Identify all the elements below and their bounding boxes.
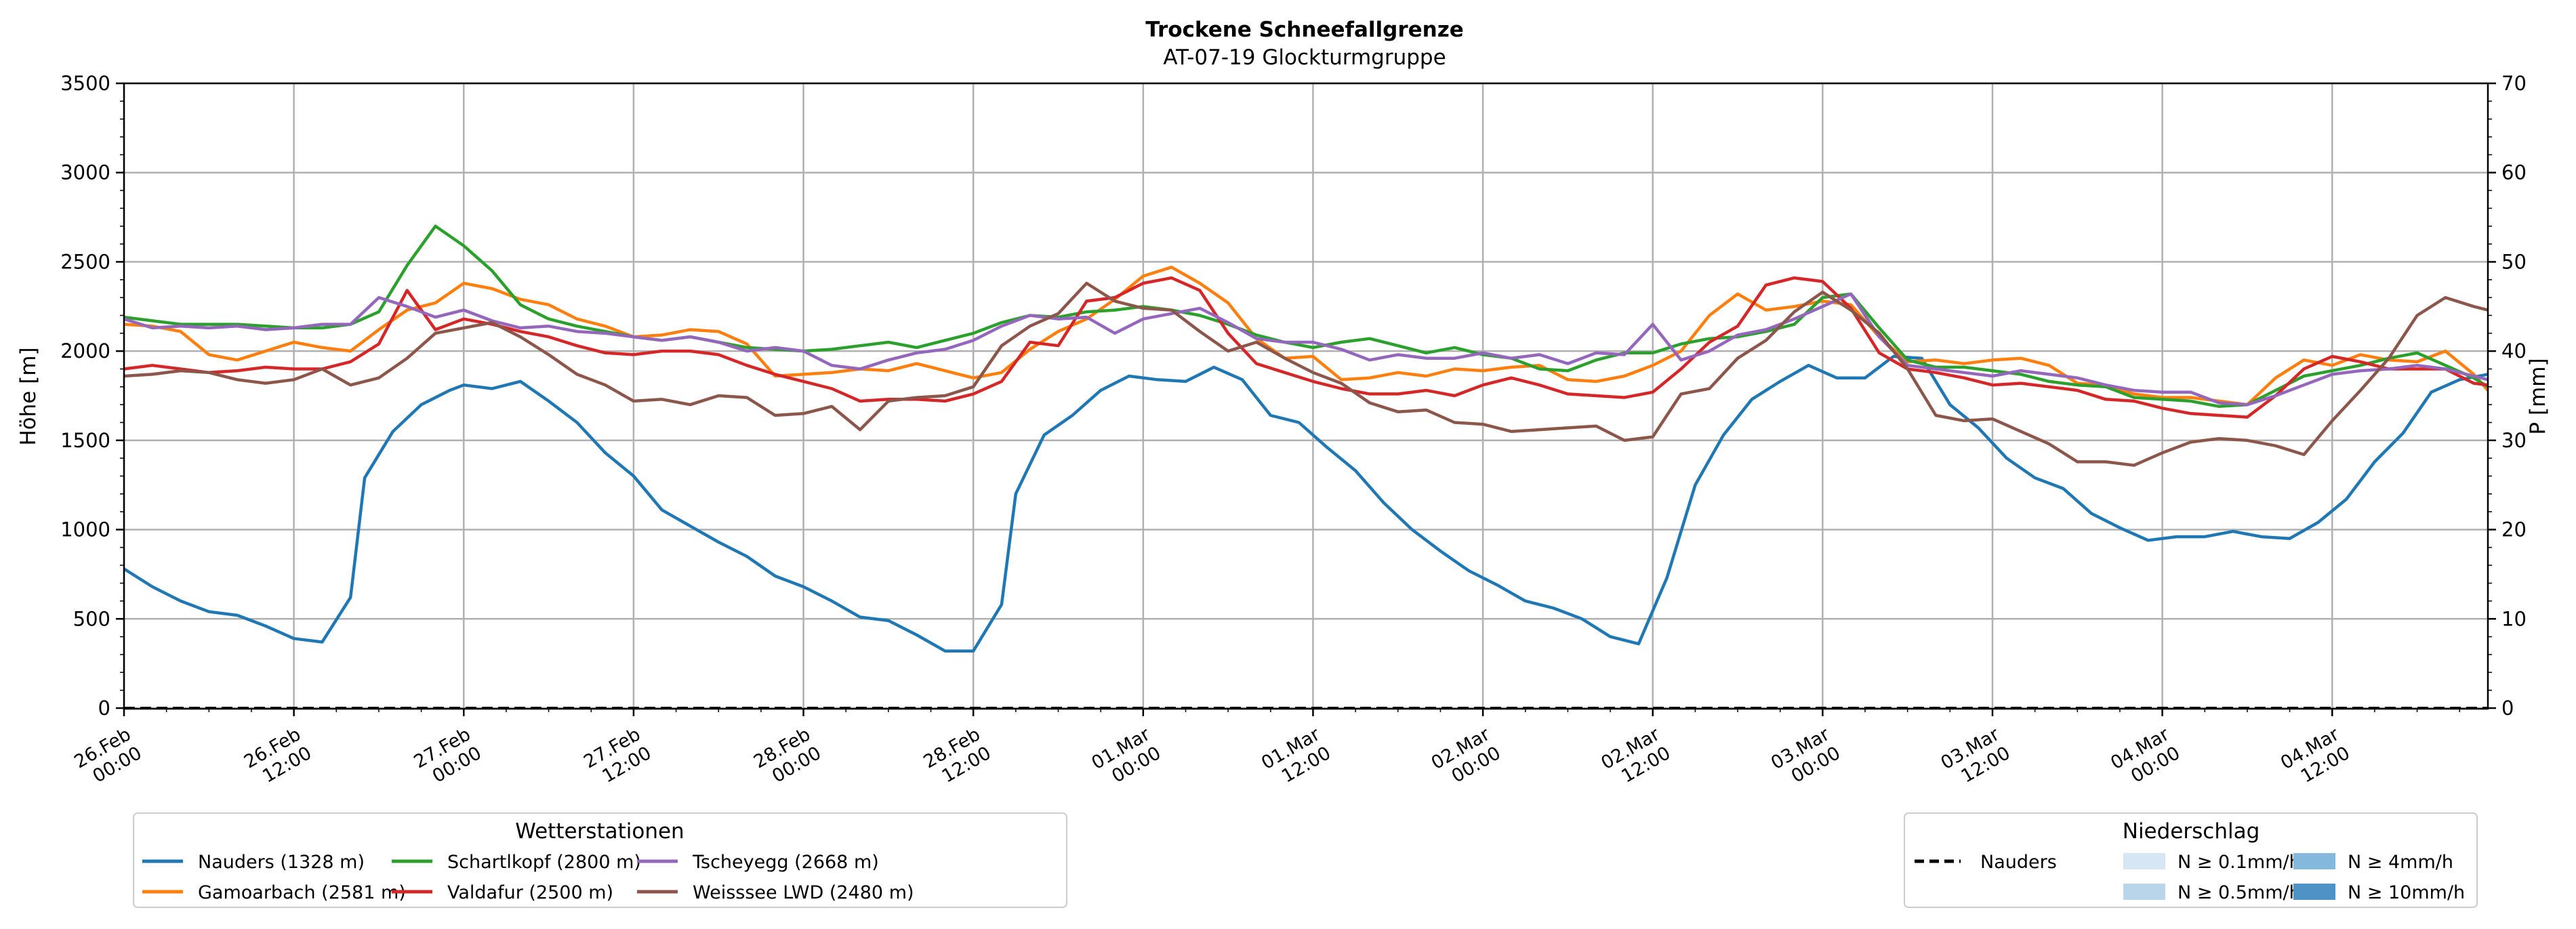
legend-item-label: Valdafur (2500 m) [447,882,613,903]
y2-tick-label: 60 [2501,161,2527,184]
series-line [123,276,2489,419]
series-line [123,266,2489,407]
y-tick-label: 2500 [60,250,110,273]
legend-item-label: Schartlkopf (2800 m) [447,852,641,873]
legend-stations-title: Wetterstationen [515,819,684,844]
y-tick-label: 3000 [60,161,110,184]
legend-precip-label: N ≥ 10mm/h [2348,882,2465,903]
chart-title: Trockene Schneefallgrenze [1145,18,1464,42]
legend-item-label: Gamoarbach (2581 m) [198,882,406,903]
y-tick-label: 2000 [60,339,110,363]
series-line [123,354,2489,653]
legend-stations-frame [133,812,1067,908]
axis-ticks: 0 0 500 10 1000 20 1500 30 2000 40 2500 50 3000 60 350… [60,72,2527,787]
legend-precip-label: N ≥ 0.1mm/h [2178,852,2301,873]
series-lines [123,224,2489,653]
series-line [123,224,2489,409]
y-axis-label: Höhe [m] [16,347,41,445]
legend-stations: Wetterstationen Nauders (1328 m) Gamoarba… [133,812,1067,908]
y-tick-label: 1500 [60,429,110,452]
legend-precip: Niederschlag Nauders N ≥ 0.1mm/h N ≥ 0.5m… [1904,812,2478,908]
gridlines [123,82,2488,709]
y2-tick-label: 50 [2501,250,2527,273]
series-line [123,292,2489,407]
y2-tick-label: 40 [2501,339,2527,363]
y2-tick-label: 0 [2501,697,2514,720]
y2-tick-label: 30 [2501,429,2527,452]
legend-precip-swatch [2123,884,2165,900]
y-tick-label: 1000 [60,518,110,541]
y2-tick-label: 10 [2501,607,2527,630]
legend-item-label: Weisssee LWD (2480 m) [693,882,914,903]
legend-precip-swatch [2293,853,2335,869]
legend-precip-dashed-label: Nauders [1980,852,2057,873]
legend-precip-label: N ≥ 0.5mm/h [2178,882,2301,903]
y-tick-label: 500 [73,607,110,630]
legend-item-label: Nauders (1328 m) [198,852,365,873]
legend-precip-swatch [2293,884,2335,900]
plot-frame [123,82,2489,710]
series-line [123,281,2489,467]
y2-tick-label: 20 [2501,518,2527,541]
legend-precip-title: Niederschlag [2123,819,2260,844]
y-tick-label: 3500 [60,72,110,95]
legend-precip-swatch [2123,853,2165,869]
y2-tick-label: 70 [2501,72,2527,95]
chart-subtitle: AT-07-19 Glockturmgruppe [1163,45,1446,70]
legend-item-label: Tscheyegg (2668 m) [692,852,879,873]
legend-precip-label: N ≥ 4mm/h [2348,852,2453,873]
y-tick-label: 0 [98,697,110,720]
y2-axis-label: P [mm] [2526,358,2550,434]
